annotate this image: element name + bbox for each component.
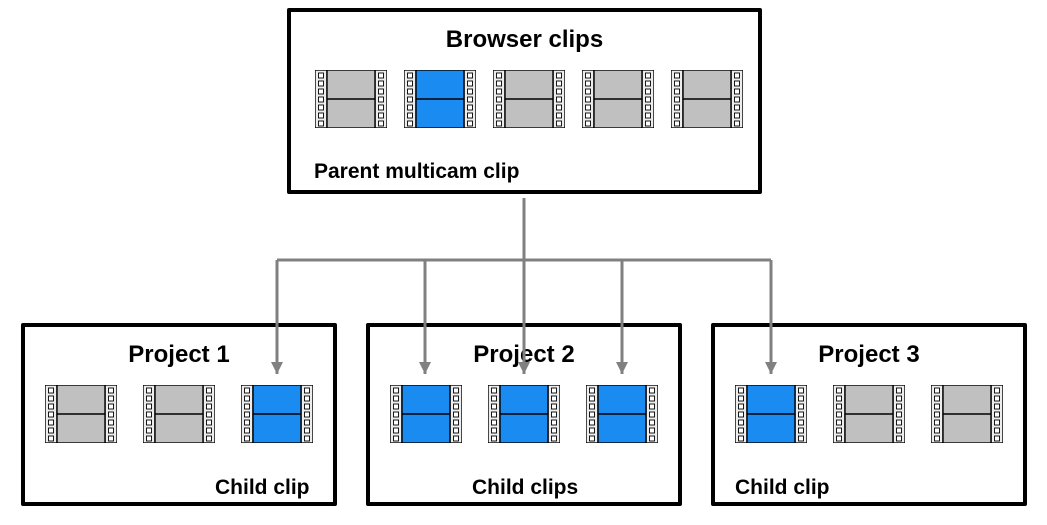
- browser-panel-clip-4: [671, 70, 743, 128]
- project-2-panel-clip-1: [488, 385, 560, 443]
- project-1-panel-clip-0: [45, 385, 117, 443]
- browser-panel-clip-1: [404, 70, 476, 128]
- project-2-panel-clip-2: [586, 385, 658, 443]
- browser-panel-clip-2: [493, 70, 565, 128]
- project-3-panel-clip-1: [833, 385, 905, 443]
- browser-panel-clip-0: [315, 70, 387, 128]
- project-3-panel-clip-0: [735, 385, 807, 443]
- browser-panel-clip-3: [582, 70, 654, 128]
- project-2-panel-title: Project 2: [370, 341, 678, 369]
- diagram-stage: Browser clips Parent multicam clip Project…: [0, 0, 1047, 525]
- project-1-panel-sublabel: Child clip: [215, 476, 310, 500]
- browser-panel-sublabel: Parent multicam clip: [314, 160, 519, 184]
- project-3-panel-sublabel: Child clip: [735, 476, 830, 500]
- project-1-panel-title: Project 1: [25, 341, 333, 369]
- browser-panel-title: Browser clips: [291, 26, 758, 54]
- project-2-panel-sublabel: Child clips: [472, 476, 578, 500]
- project-1-panel-clip-1: [143, 385, 215, 443]
- project-3-panel-clip-2: [931, 385, 1003, 443]
- project-2-panel-clip-0: [390, 385, 462, 443]
- project-1-panel-clip-2: [241, 385, 313, 443]
- project-3-panel-title: Project 3: [715, 341, 1023, 369]
